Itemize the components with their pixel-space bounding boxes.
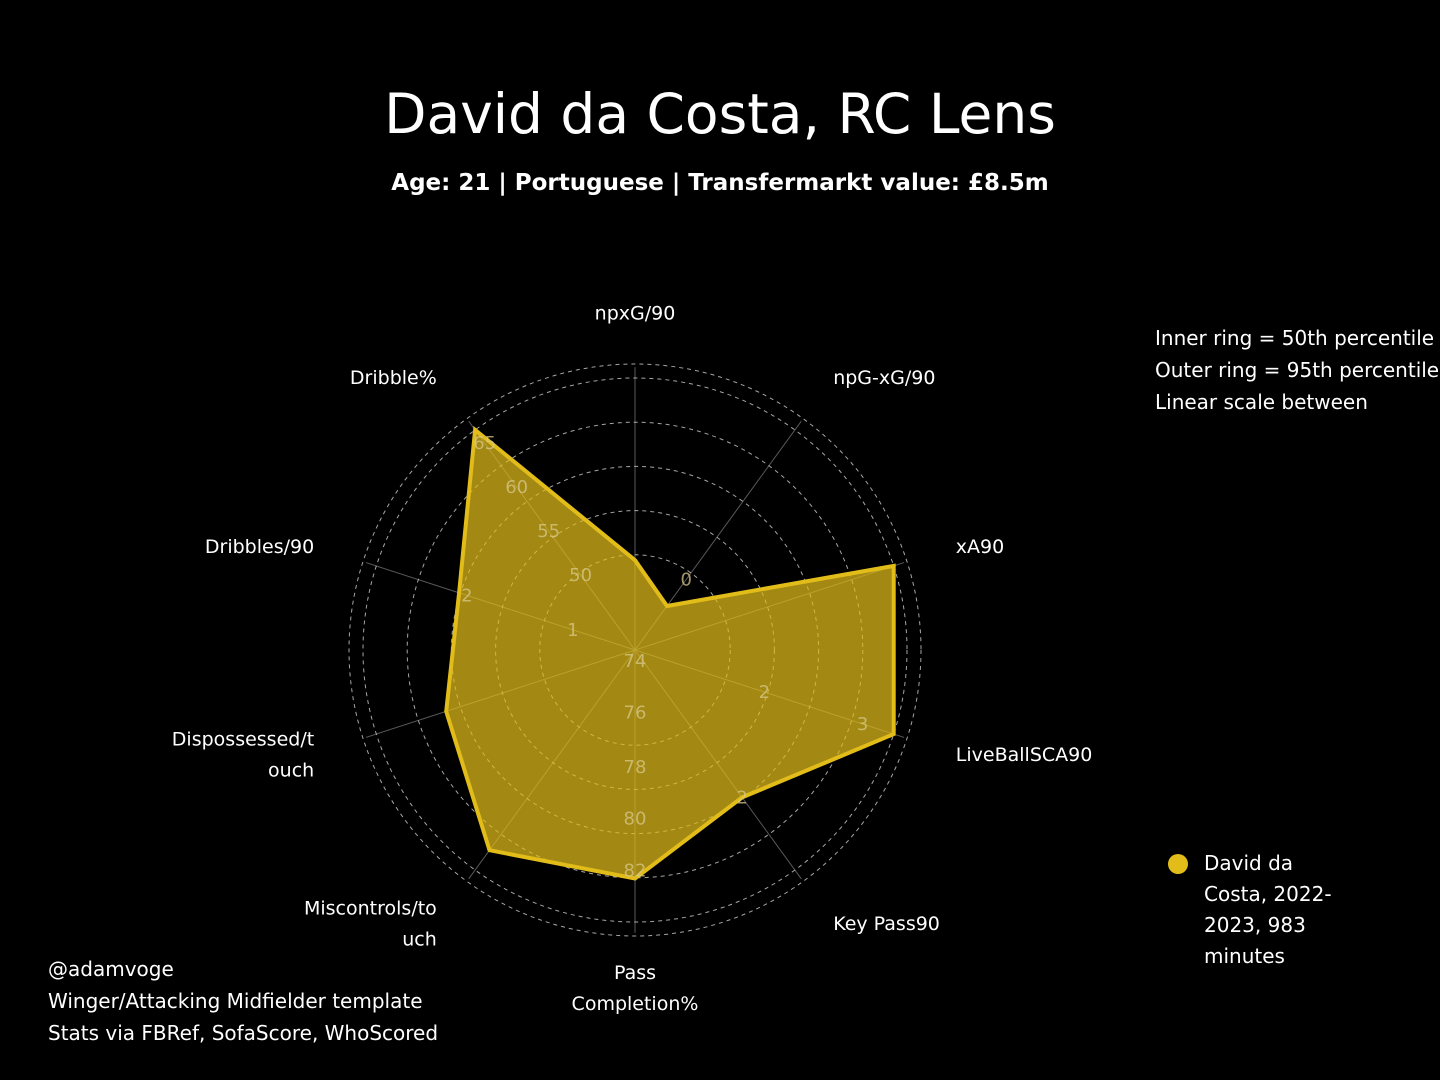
radar-ring <box>362 377 908 923</box>
axis-label-line: Miscontrols/to <box>304 897 437 919</box>
tick-label: 0 <box>680 570 691 591</box>
axis-label: npG-xG/90 <box>833 367 935 389</box>
chart-subtitle: Age: 21 | Portuguese | Transfermarkt val… <box>391 170 1049 196</box>
tick-label: 2 <box>759 682 770 703</box>
axis-label: Pass Completion% <box>572 962 699 1015</box>
axis-label-line: Completion% <box>572 993 699 1015</box>
axis-label: Dispossessed/t ouch <box>172 729 314 782</box>
axis-label-line: Dribbles/90 <box>205 536 314 558</box>
scale-note: Outer ring = 95th percentile <box>1155 358 1440 382</box>
axis-label: LiveBallSCA90 <box>956 744 1093 766</box>
tick-label: 60 <box>505 477 528 498</box>
tick-label: 50 <box>569 565 592 586</box>
scale-note: Inner ring = 50th percentile <box>1155 326 1435 350</box>
axis-label-line: LiveBallSCA90 <box>956 744 1093 766</box>
axis-label: Key Pass90 <box>833 913 940 935</box>
axis-label-line: Dispossessed/t <box>172 729 314 751</box>
tick-label: 78 <box>624 757 647 778</box>
tick-label: 1 <box>567 620 578 641</box>
legend-label: David da Costa, 2022-2023, 983 minutes <box>1204 851 1332 968</box>
tick-label: 74 <box>624 651 647 672</box>
chart-title: David da Costa, RC Lens <box>384 82 1056 146</box>
axis-label: Miscontrols/to uch <box>304 897 437 950</box>
axis-label-line: Dribble% <box>350 367 437 389</box>
tick-label: 3 <box>857 714 868 735</box>
axis-label: npxG/90 <box>595 303 676 325</box>
axis-label: xA90 <box>956 536 1004 558</box>
axis-label: Dribbles/90 <box>205 536 314 558</box>
radar-outer-ring <box>348 363 922 937</box>
tick-label: 82 <box>624 860 647 881</box>
tick-label: 2 <box>736 787 747 808</box>
tick-label: 65 <box>473 433 496 454</box>
radar-series-area <box>444 425 896 881</box>
footer-author: @adamvoge <box>48 957 174 981</box>
axis-label-line: Key Pass90 <box>833 913 940 935</box>
axis-label-line: npG-xG/90 <box>833 367 935 389</box>
axis-label-line: uch <box>402 928 437 950</box>
tick-label: 2 <box>461 585 472 606</box>
axis-label: Dribble% <box>350 367 437 389</box>
axis-label-line: Pass <box>614 962 656 984</box>
tick-label: 80 <box>624 809 647 830</box>
axis-label-line: npxG/90 <box>595 303 676 325</box>
axis-label-line: xA90 <box>956 536 1004 558</box>
footer-credits: @adamvoge Winger/Attacking Midfielder te… <box>48 953 438 1049</box>
legend-marker <box>1168 854 1188 874</box>
footer-template: Winger/Attacking Midfielder template <box>48 989 423 1013</box>
footer-sources: Stats via FBRef, SofaScore, WhoScored <box>48 1021 439 1045</box>
scale-note: Linear scale between <box>1155 390 1368 414</box>
axis-label-line: ouch <box>268 760 314 782</box>
tick-label: 55 <box>537 521 560 542</box>
scale-notes: Inner ring = 50th percentile Outer ring … <box>1155 322 1439 418</box>
tick-label: 76 <box>624 703 647 724</box>
